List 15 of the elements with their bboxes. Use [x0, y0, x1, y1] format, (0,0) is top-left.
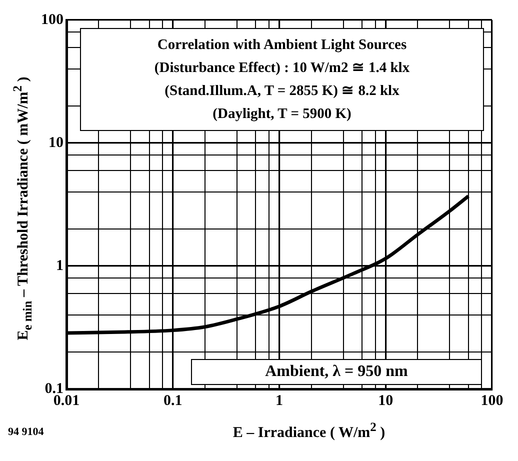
annotation: (Disturbance Effect) : 10 W/m2 ≅ 1.4 klx — [153, 59, 411, 78]
y-tick-label: 10 — [48, 134, 64, 151]
caption-box: Ambient, λ = 950 nm — [191, 359, 482, 385]
x-tick-label: 100 — [480, 392, 504, 409]
x-tick-label: 0.1 — [164, 392, 182, 409]
x-tick-label: 0.01 — [53, 392, 80, 409]
x-axis-title: E – Irradiance ( W/m$^{2}$ ) — [232, 420, 386, 442]
y-tick-label: 1 — [56, 258, 64, 274]
annotation: (Stand.Illum.A, T = 2855 K) ≅ 8.2 klx — [164, 82, 400, 101]
text: 94 9104 — [8, 426, 44, 438]
x-tick-label: 1 — [276, 392, 283, 409]
y-tick-label: 100 — [41, 12, 64, 28]
x-tick-label: 10 — [378, 392, 394, 409]
annotation: Correlation with Ambient Light Sources — [156, 36, 408, 55]
annotation: (Daylight, T = 5900 K) — [212, 105, 352, 124]
